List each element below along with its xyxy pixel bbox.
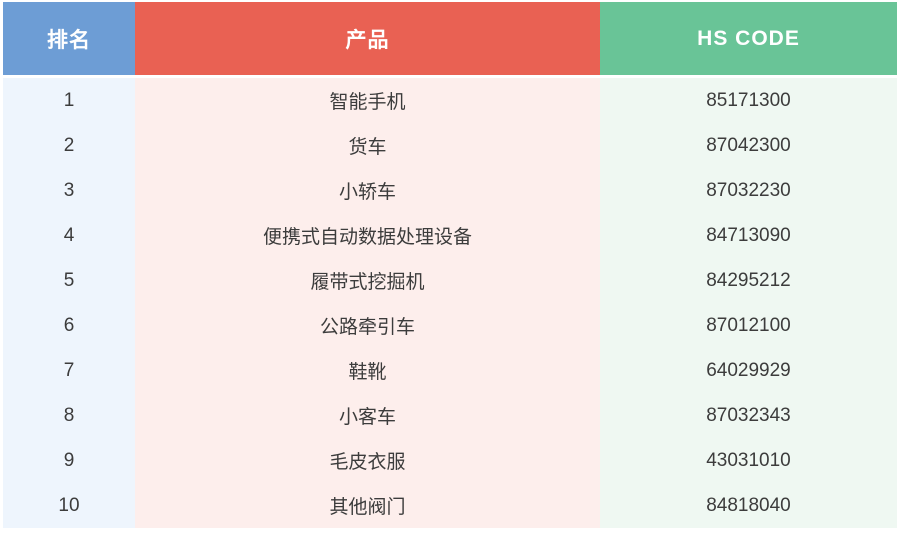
hscode-cell: 87032343: [600, 393, 897, 438]
table-row: 8 小客车 87032343: [3, 393, 897, 438]
hscode-cell: 84818040: [600, 483, 897, 528]
table-row: 10 其他阀门 84818040: [3, 483, 897, 528]
product-cell: 公路牵引车: [135, 303, 600, 348]
hscode-cell: 64029929: [600, 348, 897, 393]
rank-cell: 6: [3, 303, 135, 348]
rank-cell: 3: [3, 168, 135, 213]
table-row: 7 鞋靴 64029929: [3, 348, 897, 393]
table-header-row: 排名 产品 HS CODE: [3, 2, 897, 75]
rank-cell: 8: [3, 393, 135, 438]
product-cell: 毛皮衣服: [135, 438, 600, 483]
product-cell: 智能手机: [135, 78, 600, 123]
table-row: 4 便携式自动数据处理设备 84713090: [3, 213, 897, 258]
table-row: 3 小轿车 87032230: [3, 168, 897, 213]
header-cell-hscode: HS CODE: [600, 2, 897, 75]
hscode-cell: 84713090: [600, 213, 897, 258]
product-cell: 便携式自动数据处理设备: [135, 213, 600, 258]
rank-cell: 10: [3, 483, 135, 528]
hscode-cell: 87012100: [600, 303, 897, 348]
product-cell: 货车: [135, 123, 600, 168]
product-cell: 鞋靴: [135, 348, 600, 393]
header-cell-rank: 排名: [3, 2, 135, 75]
rank-cell: 4: [3, 213, 135, 258]
rank-cell: 9: [3, 438, 135, 483]
ranking-table: 排名 产品 HS CODE 1 智能手机 85171300 2 货车 87042…: [3, 2, 897, 528]
product-cell: 其他阀门: [135, 483, 600, 528]
table-row: 1 智能手机 85171300: [3, 78, 897, 123]
product-cell: 小客车: [135, 393, 600, 438]
hscode-cell: 85171300: [600, 78, 897, 123]
hscode-cell: 87032230: [600, 168, 897, 213]
table-row: 5 履带式挖掘机 84295212: [3, 258, 897, 303]
rank-cell: 7: [3, 348, 135, 393]
header-cell-product: 产品: [135, 2, 600, 75]
hscode-cell: 43031010: [600, 438, 897, 483]
product-cell: 小轿车: [135, 168, 600, 213]
table-row: 6 公路牵引车 87012100: [3, 303, 897, 348]
hscode-cell: 87042300: [600, 123, 897, 168]
hscode-cell: 84295212: [600, 258, 897, 303]
rank-cell: 2: [3, 123, 135, 168]
table-row: 2 货车 87042300: [3, 123, 897, 168]
rank-cell: 1: [3, 78, 135, 123]
product-cell: 履带式挖掘机: [135, 258, 600, 303]
rank-cell: 5: [3, 258, 135, 303]
table-row: 9 毛皮衣服 43031010: [3, 438, 897, 483]
